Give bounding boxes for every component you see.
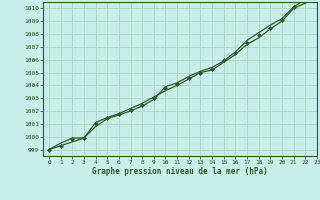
X-axis label: Graphe pression niveau de la mer (hPa): Graphe pression niveau de la mer (hPa) <box>92 167 268 176</box>
